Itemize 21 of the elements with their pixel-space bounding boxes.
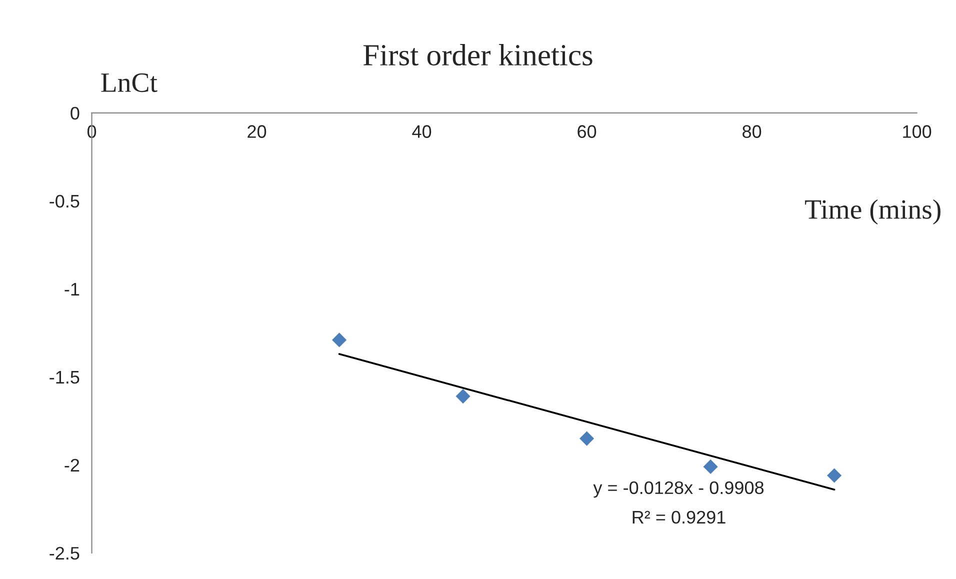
y-tick-label: -1.5	[50, 371, 80, 384]
x-tick-label: 100	[903, 125, 932, 138]
point	[456, 389, 470, 404]
y-tick-label: -2	[64, 458, 80, 472]
y-tick-label: 0	[70, 106, 80, 120]
x-tick-label: 80	[742, 125, 762, 138]
y-axis-title: LnCt	[101, 73, 158, 92]
x-axis-title: Time (mins)	[805, 199, 940, 225]
x-tick-label: 40	[412, 125, 432, 138]
x-tick-label: 60	[578, 125, 596, 138]
y-tick-label: -1	[64, 283, 80, 296]
point	[703, 459, 718, 474]
y-tick-label: -0.5	[50, 194, 80, 208]
x-tick-label: 20	[248, 125, 266, 138]
y-tick-label: -2.5	[50, 546, 80, 560]
annotation: y = -0.0128x - 0.9908	[593, 481, 764, 498]
chart-title: First order kinetics	[363, 44, 592, 66]
annotation: R² = 0.9291	[632, 510, 726, 524]
point	[827, 468, 842, 483]
point	[580, 431, 594, 446]
point	[332, 332, 347, 348]
